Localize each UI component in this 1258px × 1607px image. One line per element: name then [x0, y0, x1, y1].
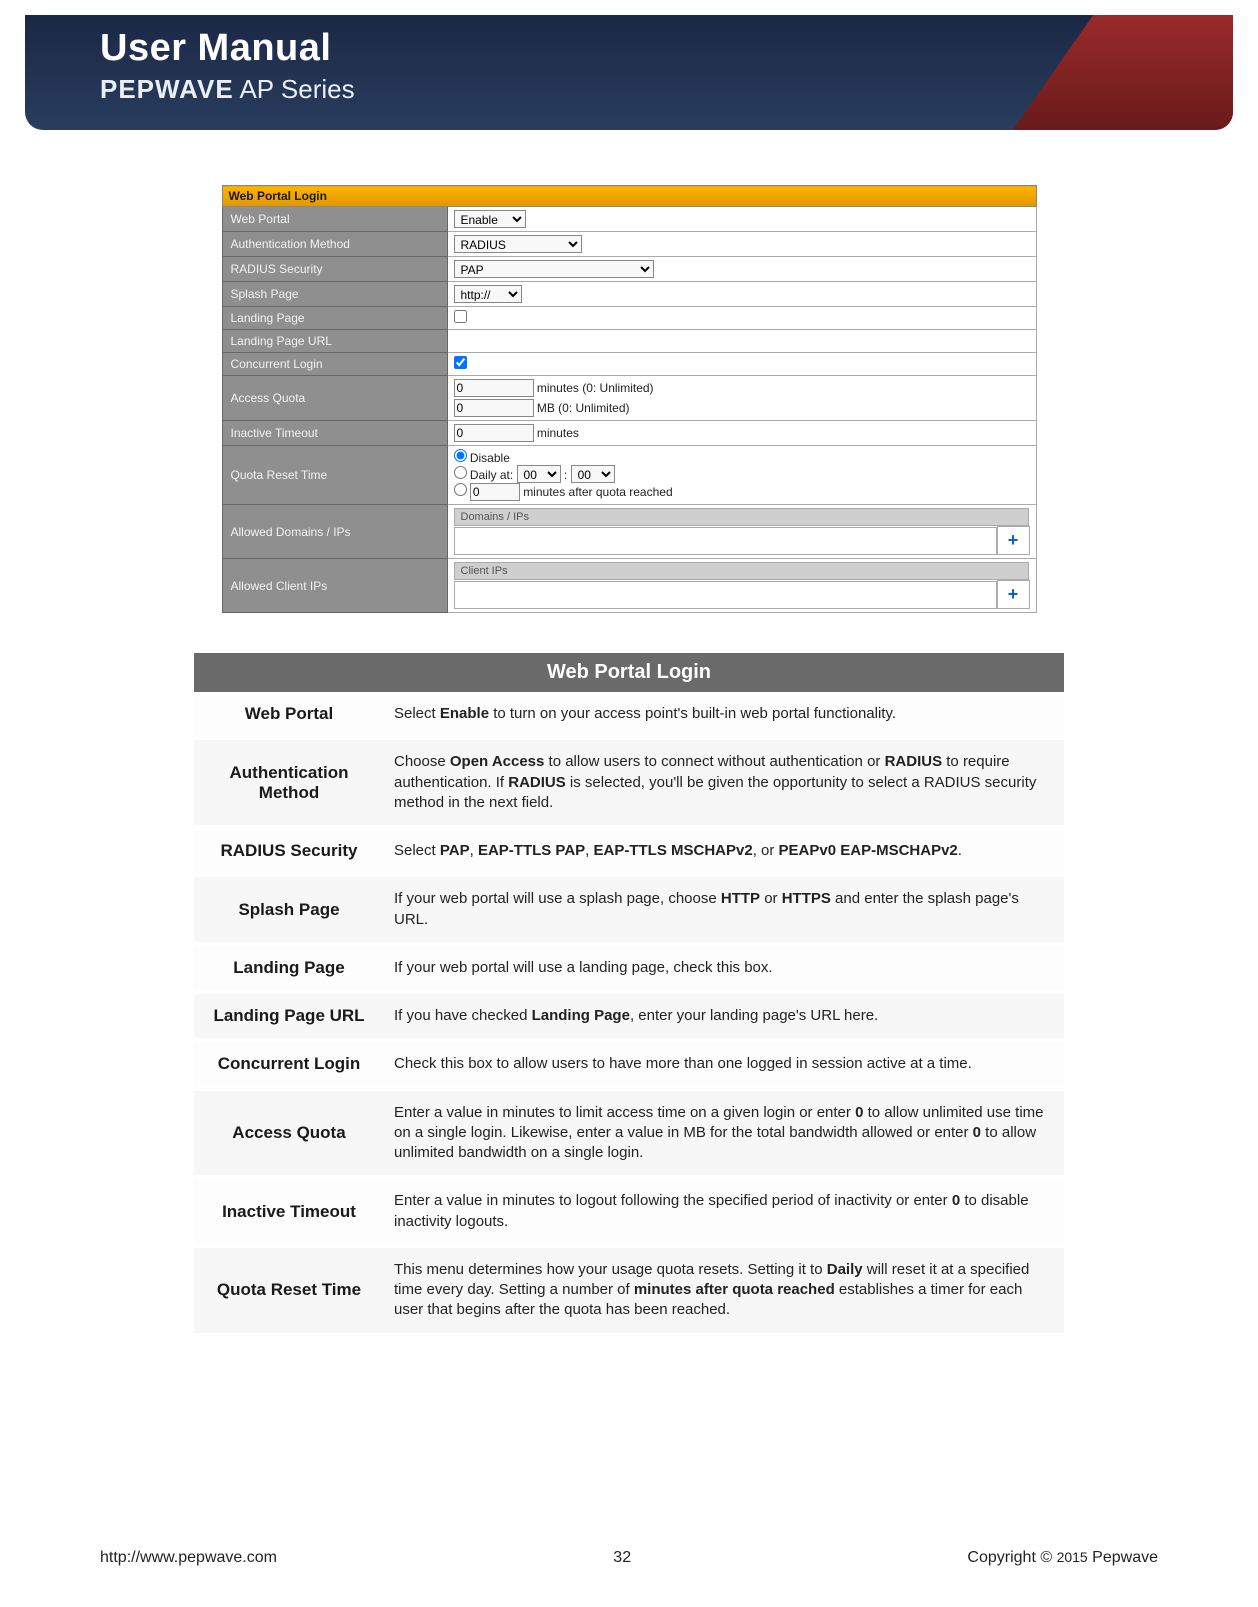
- desc-row: Web PortalSelect Enable to turn on your …: [194, 692, 1064, 738]
- desc-row: Concurrent LoginCheck this box to allow …: [194, 1040, 1064, 1088]
- text-quota-minutes: minutes (0: Unlimited): [537, 381, 654, 395]
- desc-row: Splash PageIf your web portal will use a…: [194, 875, 1064, 944]
- description-table: Web Portal Login Web PortalSelect Enable…: [194, 653, 1064, 1337]
- desc-term: Splash Page: [194, 875, 384, 944]
- footer-copyright: Copyright © 2015 Pepwave: [967, 1549, 1158, 1567]
- row-quota-reset: Quota Reset Time Disable Daily at: 00 : …: [222, 446, 1036, 505]
- subhead-domains: Domains / IPs: [454, 508, 1030, 526]
- select-radius-security[interactable]: PAP: [454, 260, 654, 278]
- desc-term: Web Portal: [194, 692, 384, 738]
- input-quota-minutes[interactable]: [454, 379, 534, 397]
- select-web-portal[interactable]: Enable: [454, 210, 526, 228]
- label-landing-page: Landing Page: [222, 307, 447, 330]
- add-client-button[interactable]: +: [997, 581, 1029, 609]
- desc-term: Authentication Method: [194, 738, 384, 827]
- text-quota-after: minutes after quota reached: [523, 485, 672, 499]
- desc-term: Concurrent Login: [194, 1040, 384, 1088]
- select-daily-hour[interactable]: 00: [517, 465, 561, 483]
- web-portal-form: Web Portal Login Web Portal Enable Authe…: [222, 185, 1037, 613]
- desc-definition: If you have checked Landing Page, enter …: [384, 992, 1064, 1040]
- select-auth-method[interactable]: RADIUS: [454, 235, 582, 253]
- desc-definition: Enter a value in minutes to logout follo…: [384, 1177, 1064, 1246]
- page-footer: http://www.pepwave.com 32 Copyright © 20…: [100, 1549, 1158, 1567]
- desc-term: Inactive Timeout: [194, 1177, 384, 1246]
- radio-quota-daily[interactable]: [454, 466, 467, 479]
- input-quota-mb[interactable]: [454, 399, 534, 417]
- text-quota-daily: Daily at:: [470, 468, 513, 482]
- row-splash-page: Splash Page http://: [222, 282, 1036, 307]
- brand-name: PEPWAVE: [100, 74, 234, 104]
- desc-term: Access Quota: [194, 1089, 384, 1178]
- text-daily-sep: :: [564, 468, 567, 482]
- label-concurrent-login: Concurrent Login: [222, 353, 447, 376]
- label-landing-page-url: Landing Page URL: [222, 330, 447, 353]
- desc-definition: If your web portal will use a landing pa…: [384, 944, 1064, 992]
- desc-term: Quota Reset Time: [194, 1246, 384, 1335]
- checkbox-landing-page[interactable]: [454, 310, 467, 323]
- desc-row: Inactive TimeoutEnter a value in minutes…: [194, 1177, 1064, 1246]
- subhead-clients: Client IPs: [454, 562, 1030, 580]
- row-allowed-clients: Allowed Client IPs Client IPs +: [222, 559, 1036, 613]
- desc-row: Landing PageIf your web portal will use …: [194, 944, 1064, 992]
- label-quota-reset: Quota Reset Time: [222, 446, 447, 505]
- input-inactive-timeout[interactable]: [454, 424, 534, 442]
- desc-row: RADIUS SecuritySelect PAP, EAP-TTLS PAP,…: [194, 827, 1064, 875]
- text-quota-mb: MB (0: Unlimited): [537, 401, 630, 415]
- desc-term: Landing Page: [194, 944, 384, 992]
- desc-definition: Select PAP, EAP-TTLS PAP, EAP-TTLS MSCHA…: [384, 827, 1064, 875]
- desc-row: Access QuotaEnter a value in minutes to …: [194, 1089, 1064, 1178]
- label-allowed-domains: Allowed Domains / IPs: [222, 505, 447, 559]
- row-allowed-domains: Allowed Domains / IPs Domains / IPs +: [222, 505, 1036, 559]
- row-web-portal: Web Portal Enable: [222, 207, 1036, 232]
- config-screenshot: Web Portal Login Web Portal Enable Authe…: [222, 185, 1037, 613]
- radio-quota-disable[interactable]: [454, 449, 467, 462]
- desc-term: Landing Page URL: [194, 992, 384, 1040]
- banner-text: User Manual PEPWAVE AP Series: [100, 27, 355, 105]
- desc-title: Web Portal Login: [194, 653, 1064, 692]
- desc-definition: Check this box to allow users to have mo…: [384, 1040, 1064, 1088]
- desc-term: RADIUS Security: [194, 827, 384, 875]
- row-radius-security: RADIUS Security PAP: [222, 257, 1036, 282]
- header-banner: User Manual PEPWAVE AP Series: [25, 15, 1233, 130]
- label-allowed-clients: Allowed Client IPs: [222, 559, 447, 613]
- text-inactive-timeout: minutes: [537, 426, 579, 440]
- box-allowed-domains: [454, 527, 997, 555]
- row-access-quota: Access Quota minutes (0: Unlimited) MB (…: [222, 376, 1036, 421]
- select-splash-scheme[interactable]: http://: [454, 285, 522, 303]
- desc-definition: Enter a value in minutes to limit access…: [384, 1089, 1064, 1178]
- desc-row: Quota Reset TimeThis menu determines how…: [194, 1246, 1064, 1335]
- footer-url: http://www.pepwave.com: [100, 1549, 277, 1567]
- box-allowed-clients: [454, 581, 997, 609]
- label-splash-page: Splash Page: [222, 282, 447, 307]
- checkbox-concurrent-login[interactable]: [454, 356, 467, 369]
- row-auth-method: Authentication Method RADIUS: [222, 232, 1036, 257]
- add-domain-button[interactable]: +: [997, 527, 1029, 555]
- desc-row: Landing Page URLIf you have checked Land…: [194, 992, 1064, 1040]
- label-access-quota: Access Quota: [222, 376, 447, 421]
- desc-definition: Choose Open Access to allow users to con…: [384, 738, 1064, 827]
- row-landing-page: Landing Page: [222, 307, 1036, 330]
- input-quota-after-min[interactable]: [470, 483, 520, 501]
- manual-subtitle: PEPWAVE AP Series: [100, 74, 355, 105]
- desc-definition: Select Enable to turn on your access poi…: [384, 692, 1064, 738]
- desc-definition: This menu determines how your usage quot…: [384, 1246, 1064, 1335]
- label-radius-security: RADIUS Security: [222, 257, 447, 282]
- series-name: AP Series: [234, 74, 355, 104]
- label-auth-method: Authentication Method: [222, 232, 447, 257]
- label-inactive-timeout: Inactive Timeout: [222, 421, 447, 446]
- row-concurrent-login: Concurrent Login: [222, 353, 1036, 376]
- manual-title: User Manual: [100, 27, 355, 70]
- desc-row: Authentication MethodChoose Open Access …: [194, 738, 1064, 827]
- row-inactive-timeout: Inactive Timeout minutes: [222, 421, 1036, 446]
- select-daily-min[interactable]: 00: [571, 465, 615, 483]
- form-section-header: Web Portal Login: [222, 186, 1036, 207]
- row-landing-page-url: Landing Page URL: [222, 330, 1036, 353]
- text-quota-disable: Disable: [470, 451, 510, 465]
- desc-definition: If your web portal will use a splash pag…: [384, 875, 1064, 944]
- label-web-portal: Web Portal: [222, 207, 447, 232]
- radio-quota-after[interactable]: [454, 483, 467, 496]
- footer-page-number: 32: [613, 1549, 631, 1567]
